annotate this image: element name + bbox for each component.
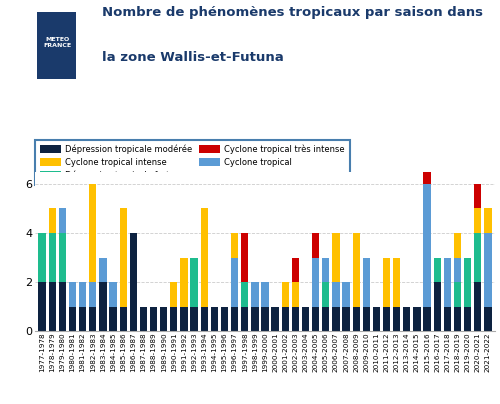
Bar xyxy=(474,208,482,233)
Bar xyxy=(69,307,76,331)
Bar xyxy=(231,258,238,307)
Bar xyxy=(393,258,400,307)
Bar xyxy=(352,233,360,307)
Bar xyxy=(38,282,46,331)
Bar xyxy=(89,184,96,282)
Bar xyxy=(352,307,360,331)
Bar xyxy=(120,307,127,331)
Bar xyxy=(58,282,66,331)
Bar xyxy=(424,184,431,307)
Bar xyxy=(454,233,461,258)
Bar xyxy=(241,233,248,282)
Bar xyxy=(190,307,198,331)
Bar xyxy=(454,258,461,282)
Bar xyxy=(414,307,420,331)
Bar xyxy=(170,282,177,307)
Bar xyxy=(251,307,258,331)
Bar xyxy=(110,282,116,307)
Bar xyxy=(322,282,330,307)
Bar xyxy=(38,233,46,282)
Text: Nombre de phénomènes tropicaux par saison dans: Nombre de phénomènes tropicaux par saiso… xyxy=(102,6,482,19)
Bar xyxy=(332,307,340,331)
Bar xyxy=(383,307,390,331)
Bar xyxy=(58,233,66,282)
Bar xyxy=(342,282,349,307)
Bar xyxy=(434,258,441,282)
Bar xyxy=(200,307,208,331)
Bar xyxy=(292,307,299,331)
Bar xyxy=(484,233,492,307)
Bar xyxy=(160,307,168,331)
Bar xyxy=(180,258,188,307)
Bar xyxy=(312,233,320,258)
Bar xyxy=(362,307,370,331)
Bar xyxy=(484,307,492,331)
Bar xyxy=(48,282,56,331)
Bar xyxy=(332,282,340,307)
Bar xyxy=(434,282,441,331)
Bar xyxy=(373,307,380,331)
Bar xyxy=(292,258,299,282)
Bar xyxy=(322,307,330,331)
Bar xyxy=(424,307,431,331)
Bar xyxy=(383,258,390,307)
Bar xyxy=(89,307,96,331)
Bar xyxy=(474,233,482,282)
Bar xyxy=(474,282,482,331)
Bar xyxy=(312,307,320,331)
Bar xyxy=(58,208,66,233)
Bar xyxy=(190,258,198,307)
Bar xyxy=(444,307,451,331)
Bar xyxy=(484,208,492,233)
Bar xyxy=(464,307,471,331)
Bar xyxy=(170,307,177,331)
Bar xyxy=(48,208,56,233)
Bar xyxy=(150,307,157,331)
Text: METEO
FRANCE: METEO FRANCE xyxy=(43,37,71,48)
Bar xyxy=(69,282,76,307)
Bar xyxy=(99,282,106,331)
Bar xyxy=(110,307,116,331)
Bar xyxy=(332,233,340,282)
Bar xyxy=(342,307,349,331)
Bar xyxy=(302,307,309,331)
Bar xyxy=(474,184,482,208)
Bar xyxy=(231,307,238,331)
Bar xyxy=(99,258,106,282)
Bar xyxy=(210,307,218,331)
Bar xyxy=(282,307,289,331)
Bar xyxy=(89,282,96,307)
Bar xyxy=(424,159,431,184)
Bar xyxy=(130,233,137,331)
Text: la zone Wallis-et-Futuna: la zone Wallis-et-Futuna xyxy=(102,51,284,64)
Legend: Dépression tropicale modérée, Cyclone tropical intense, Dépression tropicale for: Dépression tropicale modérée, Cyclone tr… xyxy=(35,139,350,185)
Bar xyxy=(444,258,451,307)
Bar xyxy=(79,307,86,331)
Bar xyxy=(464,258,471,307)
Bar xyxy=(180,307,188,331)
Bar xyxy=(140,307,147,331)
FancyBboxPatch shape xyxy=(38,13,76,80)
Bar xyxy=(262,307,268,331)
Bar xyxy=(120,208,127,307)
Bar xyxy=(79,282,86,307)
Bar xyxy=(241,282,248,307)
Bar xyxy=(231,233,238,258)
Bar xyxy=(322,258,330,282)
Bar xyxy=(48,233,56,282)
Bar xyxy=(362,258,370,307)
Bar xyxy=(251,282,258,307)
Bar xyxy=(292,282,299,307)
Bar xyxy=(393,307,400,331)
Bar xyxy=(241,307,248,331)
Bar xyxy=(221,307,228,331)
Bar xyxy=(454,282,461,307)
Bar xyxy=(312,258,320,307)
Bar xyxy=(282,282,289,307)
Bar xyxy=(272,307,279,331)
Bar xyxy=(403,307,410,331)
Bar xyxy=(454,307,461,331)
Bar xyxy=(262,282,268,307)
Bar xyxy=(200,208,208,307)
